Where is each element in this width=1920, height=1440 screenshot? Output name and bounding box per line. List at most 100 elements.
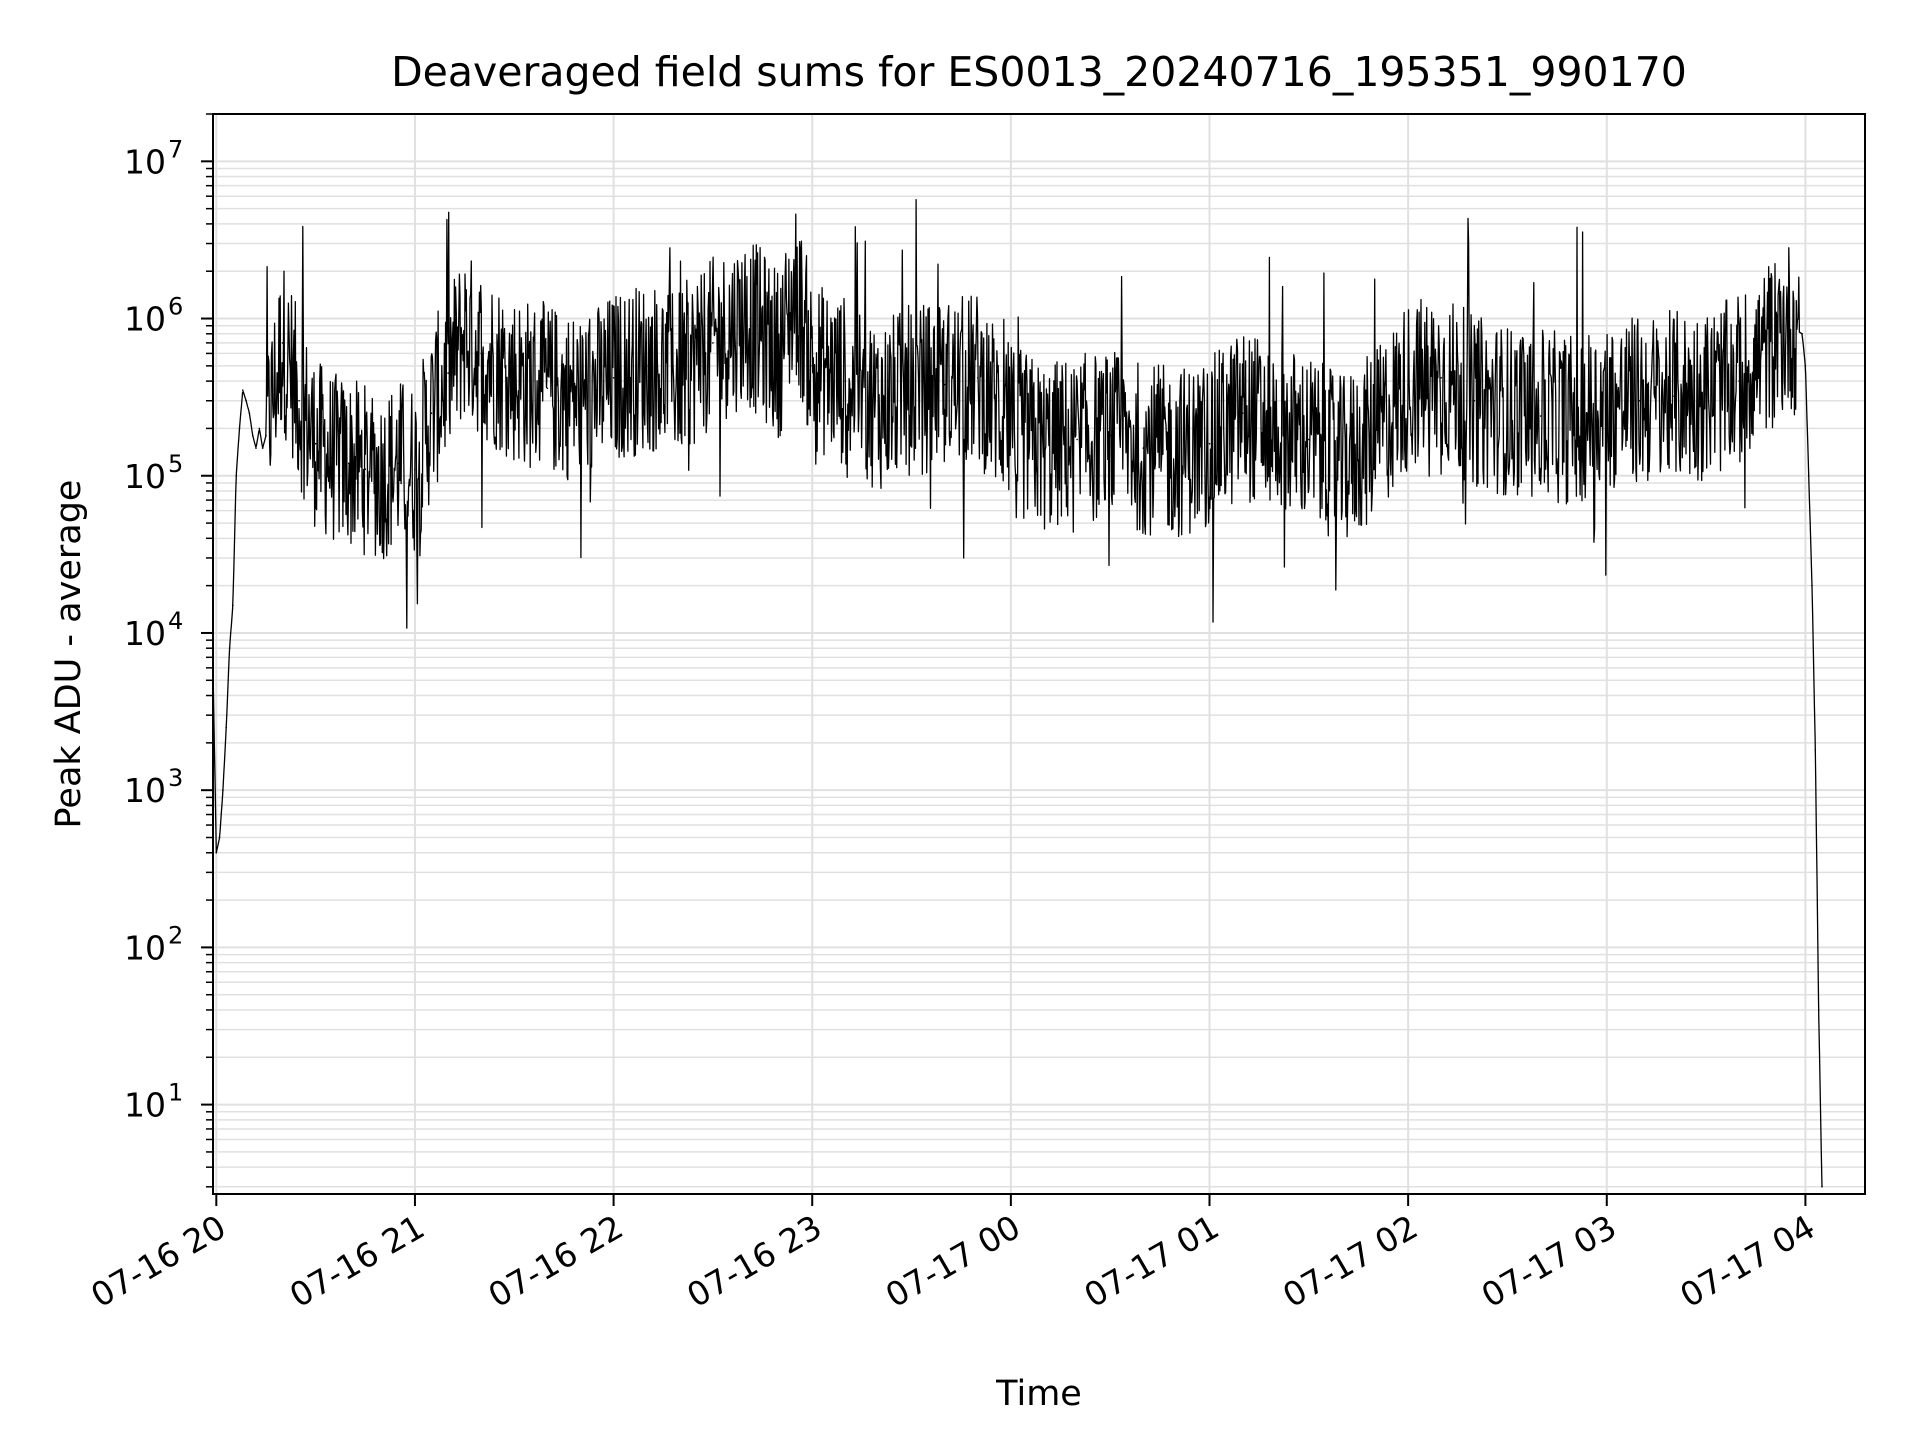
data-point	[1374, 434, 1376, 437]
data-point	[314, 442, 317, 445]
data-point	[811, 365, 813, 367]
series-line	[213, 199, 1823, 1187]
data-point	[215, 851, 218, 854]
data-point	[1817, 1009, 1820, 1011]
data-point	[745, 317, 747, 320]
data-point	[877, 404, 880, 407]
data-point	[1010, 427, 1012, 430]
data-point	[563, 393, 565, 396]
y-tick-label: 10	[124, 928, 166, 967]
data-point	[1043, 447, 1045, 449]
data-point	[245, 399, 247, 402]
data-point	[235, 475, 237, 477]
data-point	[1811, 584, 1813, 587]
data-point	[381, 475, 383, 477]
x-axis-label: Time	[995, 1374, 1082, 1414]
y-axis-label: Peak ADU - average	[49, 480, 89, 829]
data-point	[1539, 415, 1542, 417]
data-point	[430, 412, 433, 415]
data-point	[1788, 324, 1790, 327]
data-point	[225, 726, 227, 729]
data-point	[298, 399, 300, 402]
y-tick-label: 10	[124, 457, 166, 496]
y-tick-exponent: 7	[168, 135, 183, 163]
data-layer	[213, 199, 1823, 1188]
data-point	[679, 372, 681, 374]
data-point	[261, 447, 264, 449]
data-point	[943, 383, 946, 386]
data-point	[364, 468, 367, 471]
data-point	[218, 836, 221, 839]
data-point	[1807, 475, 1810, 477]
data-point	[645, 365, 648, 367]
y-tick-exponent: 3	[168, 764, 183, 792]
data-point	[778, 352, 780, 355]
data-point	[1572, 418, 1575, 420]
data-point	[1639, 399, 1641, 402]
chart-title: Deaveraged field sums for ES0013_2024071…	[391, 48, 1687, 96]
data-point	[1672, 395, 1674, 398]
y-tick-label: 10	[124, 1086, 166, 1125]
data-point	[513, 377, 516, 379]
data-point	[844, 380, 847, 382]
data-point	[1801, 333, 1803, 335]
data-point	[1440, 377, 1442, 379]
data-point	[1473, 399, 1476, 402]
data-point	[910, 389, 913, 392]
data-point	[1142, 447, 1145, 449]
data-point	[1341, 462, 1343, 465]
data-point	[397, 462, 400, 465]
data-point	[612, 377, 615, 379]
data-point	[579, 395, 582, 398]
data-point	[414, 468, 416, 471]
data-point	[1241, 412, 1244, 415]
data-point	[242, 389, 244, 392]
data-point	[794, 290, 797, 292]
data-point	[1705, 393, 1707, 396]
data-point	[1814, 749, 1817, 751]
data-point	[1208, 442, 1211, 445]
data-point	[265, 434, 267, 437]
data-point	[255, 447, 257, 449]
data-point	[1506, 409, 1509, 412]
y-tick-exponent: 1	[168, 1079, 183, 1107]
data-point	[1738, 380, 1740, 382]
y-tick-exponent: 5	[168, 450, 183, 478]
data-point	[1175, 452, 1178, 454]
y-tick-exponent: 4	[168, 607, 183, 635]
data-point	[596, 389, 598, 392]
data-point	[530, 383, 532, 386]
data-point	[712, 342, 714, 344]
y-tick-exponent: 2	[168, 921, 183, 949]
data-point	[347, 462, 350, 465]
data-point	[228, 647, 231, 649]
data-point	[546, 387, 549, 390]
data-point	[1274, 427, 1277, 430]
data-point	[222, 789, 224, 791]
data-point	[232, 604, 234, 607]
data-point	[1109, 434, 1111, 437]
data-point	[1821, 1186, 1823, 1188]
y-tick-label: 10	[124, 771, 166, 810]
data-point	[447, 372, 449, 374]
data-point	[463, 333, 466, 335]
data-point	[1606, 404, 1608, 407]
data-point	[1308, 438, 1310, 441]
y-tick-exponent: 6	[168, 293, 183, 321]
data-point	[496, 365, 499, 367]
data-point	[1804, 365, 1807, 367]
plot-frame	[212, 113, 1866, 1195]
data-point	[238, 427, 241, 430]
data-point	[331, 457, 334, 459]
y-tick-label: 10	[124, 142, 166, 181]
y-tick-label: 10	[124, 300, 166, 339]
data-point	[1771, 342, 1774, 344]
data-point	[281, 342, 284, 344]
data-point	[1407, 383, 1409, 386]
data-point	[977, 377, 979, 379]
y-tick-label: 10	[124, 614, 166, 653]
data-point	[480, 352, 483, 355]
data-point	[258, 427, 261, 430]
